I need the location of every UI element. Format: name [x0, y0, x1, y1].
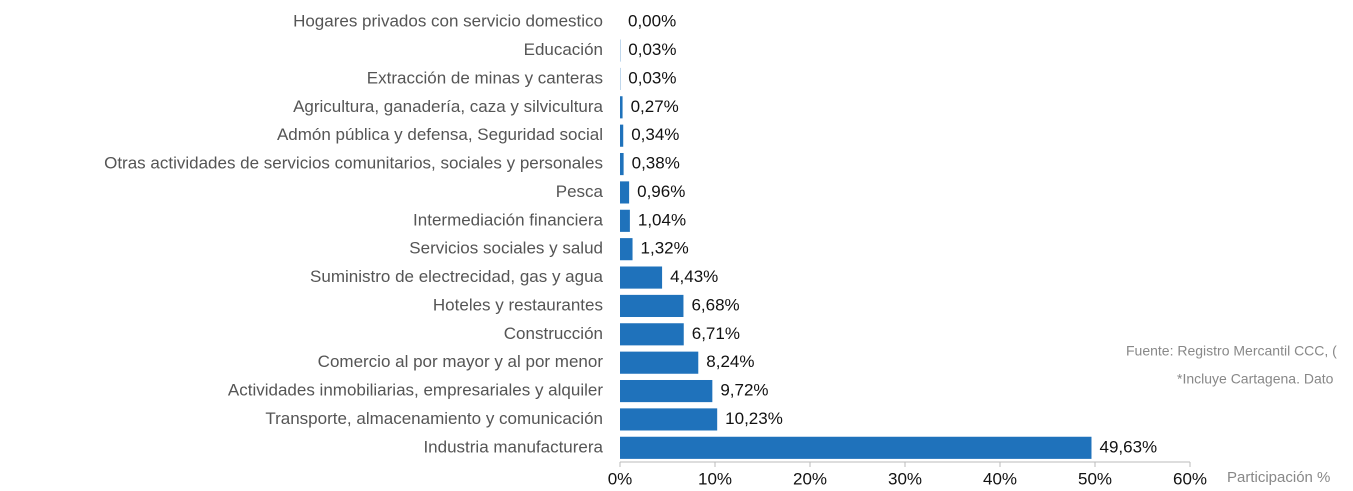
data-label: 0,38% [632, 154, 680, 173]
data-label: 9,72% [720, 381, 768, 400]
category-label: Actividades inmobiliarias, empresariales… [228, 381, 603, 400]
bar [620, 294, 684, 318]
data-label: 0,03% [628, 40, 676, 59]
bar [620, 379, 713, 403]
data-label: 1,32% [641, 239, 689, 258]
category-label: Admón pública y defensa, Seguridad socia… [277, 125, 603, 144]
x-tick-label: 60% [1173, 469, 1207, 488]
x-axis-label: Participación % [1227, 469, 1330, 486]
category-label: Agricultura, ganadería, caza y silvicult… [293, 97, 603, 116]
data-label: 0,00% [628, 12, 676, 31]
data-label: 1,04% [638, 210, 686, 229]
bar [620, 323, 684, 346]
category-label: Suministro de electrecidad, gas y agua [310, 267, 603, 286]
data-label: 0,96% [637, 182, 685, 201]
x-tick-label: 20% [793, 469, 827, 488]
x-tick-label: 50% [1078, 469, 1112, 488]
data-label: 6,71% [692, 324, 740, 343]
x-tick-label: 10% [698, 469, 732, 488]
category-label: Comercio al por mayor y al por menor [318, 352, 604, 371]
x-tick-label: 30% [888, 469, 922, 488]
bar [620, 209, 630, 232]
footnote: *Incluye Cartagena. Dato [1177, 371, 1334, 387]
data-label: 0,34% [631, 125, 679, 144]
category-label: Industria manufacturera [423, 437, 603, 456]
category-label: Construcción [504, 324, 603, 343]
data-label: 6,68% [691, 295, 739, 314]
category-label: Extracción de minas y canteras [367, 68, 603, 87]
category-label: Hoteles y restaurantes [433, 295, 603, 314]
category-label: Servicios sociales y salud [409, 239, 603, 258]
data-label: 0,27% [631, 97, 679, 116]
category-label: Transporte, almacenamiento y comunicació… [265, 409, 603, 428]
bar [620, 436, 1092, 459]
source-note: Fuente: Registro Mercantil CCC, ( [1126, 343, 1337, 359]
data-label: 0,03% [628, 68, 676, 87]
data-label: 10,23% [725, 409, 783, 428]
bar [620, 124, 624, 147]
bar [620, 152, 624, 176]
bar [620, 351, 699, 374]
data-label: 4,43% [670, 267, 718, 286]
bar [620, 266, 663, 289]
category-label: Otras actividades de servicios comunitar… [104, 154, 603, 173]
category-label: Educación [524, 40, 603, 59]
bar [620, 96, 623, 119]
data-label: 49,63% [1099, 437, 1157, 456]
x-tick-label: 0% [608, 469, 633, 488]
x-tick-label: 40% [983, 469, 1017, 488]
bar [620, 238, 633, 261]
bar [620, 181, 630, 204]
bar [620, 408, 718, 431]
data-label: 8,24% [706, 352, 754, 371]
category-label: Intermediación financiera [413, 210, 603, 229]
category-label: Hogares privados con servicio domestico [293, 12, 603, 31]
category-label: Pesca [556, 182, 604, 201]
